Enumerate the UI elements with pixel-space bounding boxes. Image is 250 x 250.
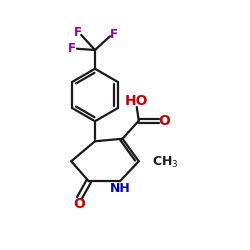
Text: HO: HO [124,94,148,108]
Text: CH$_3$: CH$_3$ [152,155,178,170]
Text: O: O [73,197,85,211]
Text: O: O [158,114,170,128]
Text: F: F [74,26,82,40]
Text: F: F [110,28,118,41]
Text: F: F [68,42,76,55]
Text: NH: NH [110,182,131,194]
